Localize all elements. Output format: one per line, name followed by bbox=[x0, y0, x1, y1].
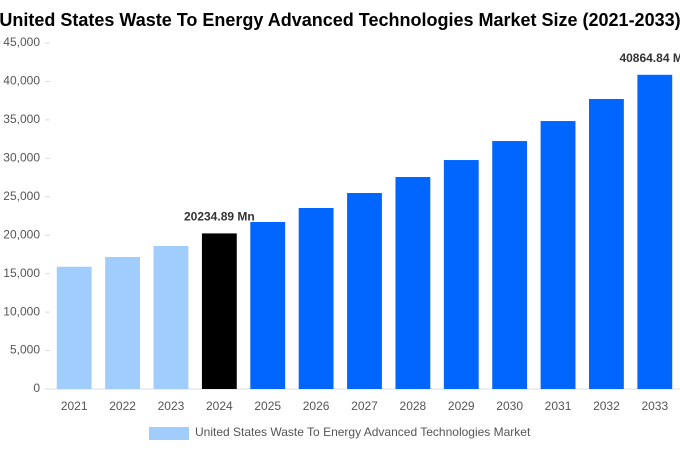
y-tick-label: 0 bbox=[33, 381, 40, 395]
x-tick-label: 2021 bbox=[61, 399, 88, 413]
bar bbox=[153, 245, 189, 389]
bar bbox=[637, 74, 673, 389]
x-tick-label: 2025 bbox=[254, 399, 281, 413]
bar bbox=[201, 233, 237, 389]
value-label: 20234.89 Mn bbox=[184, 210, 255, 224]
y-tick-label: 30,000 bbox=[3, 151, 40, 165]
x-tick-label: 2033 bbox=[641, 399, 668, 413]
bar bbox=[56, 266, 92, 389]
y-tick-label: 15,000 bbox=[3, 266, 40, 280]
value-label: 40864.84 Mn bbox=[619, 51, 680, 65]
bar bbox=[347, 193, 382, 389]
y-tick-label: 40,000 bbox=[3, 74, 40, 88]
x-tick-label: 2032 bbox=[593, 399, 620, 413]
bar bbox=[589, 98, 624, 390]
y-tick-label: 5,000 bbox=[10, 343, 40, 357]
bar bbox=[443, 160, 479, 389]
y-tick-label: 25,000 bbox=[3, 189, 40, 203]
x-tick-label: 2031 bbox=[545, 399, 572, 413]
y-tick-label: 10,000 bbox=[3, 304, 40, 318]
y-tick-label: 20,000 bbox=[3, 227, 40, 241]
bar bbox=[540, 121, 576, 389]
chart-title: United States Waste To Energy Advanced T… bbox=[0, 10, 680, 30]
y-tick-label: 35,000 bbox=[3, 112, 40, 126]
x-tick-label: 2022 bbox=[109, 399, 136, 413]
x-tick-label: 2028 bbox=[400, 399, 427, 413]
x-tick-label: 2024 bbox=[206, 399, 233, 413]
x-tick-label: 2030 bbox=[496, 399, 523, 413]
x-tick-label: 2029 bbox=[448, 399, 475, 413]
bar bbox=[105, 256, 140, 389]
legend-label: United States Waste To Energy Advanced T… bbox=[195, 425, 531, 439]
bar bbox=[395, 177, 431, 389]
bar bbox=[298, 208, 334, 389]
x-tick-label: 2026 bbox=[303, 399, 330, 413]
bar bbox=[492, 141, 528, 389]
x-tick-label: 2023 bbox=[158, 399, 185, 413]
bar bbox=[250, 221, 286, 389]
y-tick-label: 45,000 bbox=[3, 35, 40, 49]
legend-swatch bbox=[149, 427, 189, 440]
x-tick-label: 2027 bbox=[351, 399, 378, 413]
